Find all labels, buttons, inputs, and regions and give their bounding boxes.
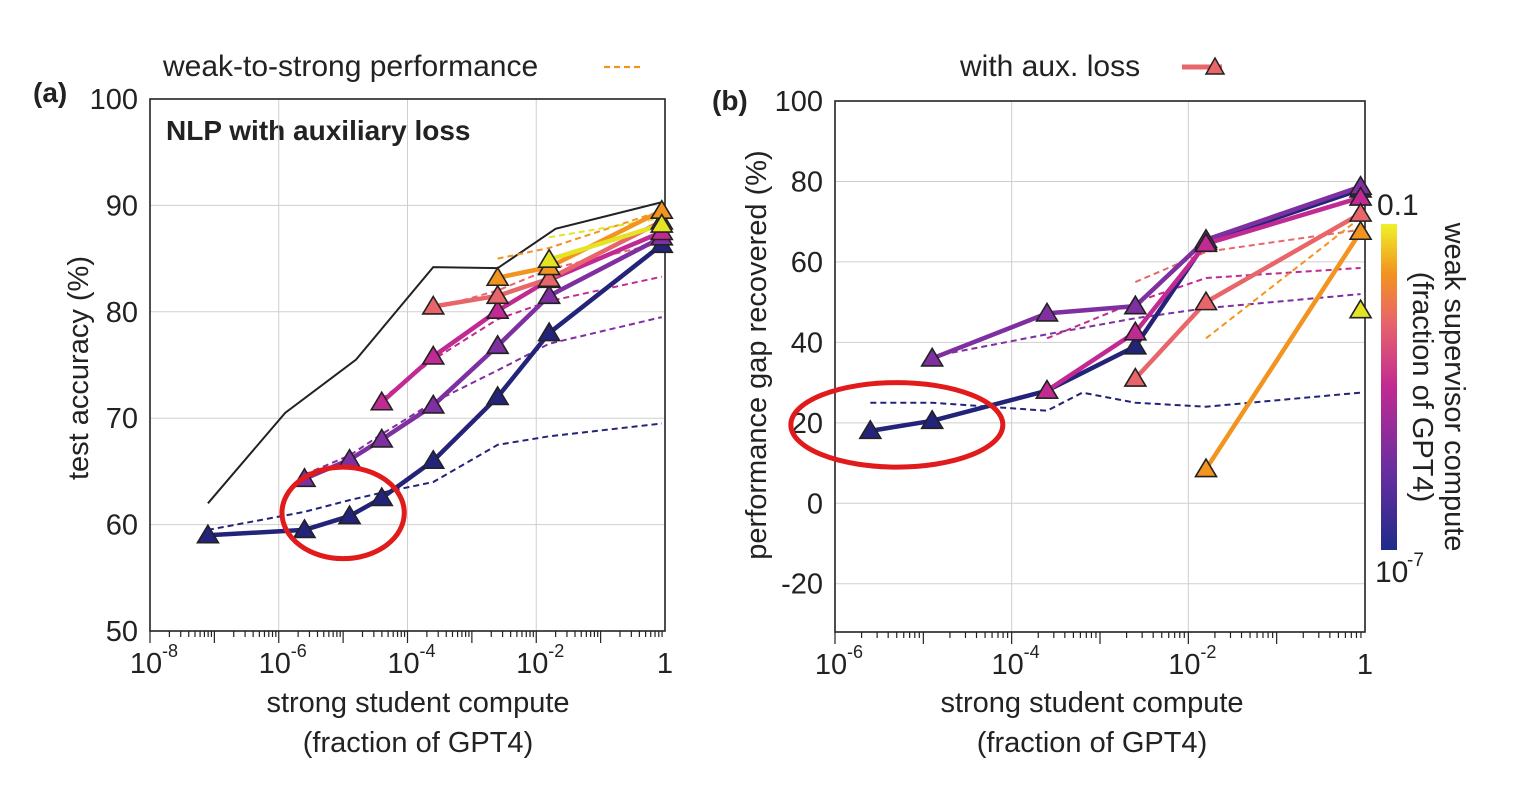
colorbar-label-line2: (fraction of GPT4)	[1406, 272, 1438, 502]
panel-a-series-3-line	[432, 219, 663, 309]
panel-b-series-2-line	[1045, 195, 1362, 393]
panel-a-series-0-marker	[337, 504, 362, 525]
panel-a-series-0-marker	[196, 523, 220, 544]
panel-b-xtick-exp-0: -6	[847, 642, 863, 662]
panel-b-xtick-exp-2: -2	[1200, 642, 1216, 662]
panel-a-series-0-marker	[537, 321, 562, 342]
legend-weak-label: weak-to-strong performance	[162, 50, 538, 83]
panel-a-series-0-marker	[292, 518, 317, 539]
panel-b-series-0-marker	[858, 419, 883, 440]
panel-a-xtick-exp-0: -8	[162, 641, 178, 661]
colorbar-bottom-base: 10	[1375, 556, 1408, 589]
panel-a-xlabel-line2: (fraction of GPT4)	[303, 727, 533, 759]
panel-b-ylabel: performance gap recovered (%)	[741, 150, 773, 559]
colorbar	[1381, 224, 1397, 550]
panel-a-series-1-marker	[369, 427, 394, 448]
panel-a-xtick-base-4: 1	[657, 648, 673, 680]
panel-a-series-4-dashed	[497, 209, 663, 260]
panel-b-series-4-line	[1204, 230, 1363, 471]
panel-a-series-0-line	[207, 242, 664, 538]
panel-b-series-1-marker	[920, 346, 945, 367]
panel-b-series-3-marker	[1194, 290, 1218, 311]
colorbar-label-line1: weak supervisor compute	[1438, 222, 1470, 552]
panel-a-series-5-marker	[649, 212, 674, 233]
panel-a-xtick-exp-3: -2	[548, 641, 564, 661]
panel-a-ylabel: test accuracy (%)	[63, 256, 95, 480]
panel-b-xlabel-line2: (fraction of GPT4)	[977, 727, 1207, 759]
panel-a-series-4-marker	[485, 266, 510, 287]
panel-b-series-0-dashed	[870, 391, 1361, 412]
panel-a-series-0-marker	[421, 449, 446, 470]
panel-b-xtick-base-2: 10	[1168, 649, 1200, 681]
panel-b-series-0-marker	[920, 409, 945, 430]
panel-b-series-2-marker	[1123, 320, 1148, 341]
panel-a-ytick-label-5: 100	[90, 84, 138, 116]
panel-a-series-5-marker	[537, 248, 562, 268]
colorbar-top-label: 0.1	[1377, 189, 1419, 222]
panel-b-ytick-label-5: 80	[791, 166, 823, 198]
panel-a-ytick-label-3: 80	[106, 297, 138, 329]
panel-b-ytick-label-4: 60	[791, 247, 823, 279]
panel-b-series-3-dashed	[1134, 228, 1361, 283]
panel-b-label: (b)	[712, 85, 748, 116]
panel-b-series-1-marker	[1035, 301, 1059, 322]
panel-b-xtick-base-3: 1	[1357, 649, 1373, 681]
panel-a-xtick-base-0: 10	[130, 648, 162, 680]
panel-a-series-1-marker	[537, 284, 562, 305]
panel-a-ytick-label-2: 70	[106, 403, 138, 435]
panel-a-xtick-exp-2: -4	[420, 641, 436, 661]
panel-b-series-2-marker	[1035, 379, 1059, 399]
panel-b-highlight-ellipse	[788, 380, 1006, 470]
panel-a-series-3-marker	[537, 267, 562, 288]
panel-a-series-1-marker	[485, 334, 510, 355]
panel-a-ytick-label-0: 50	[106, 616, 138, 648]
panel-b-xlabel-line1: strong student compute	[940, 687, 1243, 719]
panel-b-series-1-marker	[1123, 294, 1148, 315]
legend-aux-marker	[1204, 56, 1226, 75]
panel-a-series-1-dashed	[304, 316, 663, 476]
panel-b-series-2-marker	[1194, 232, 1218, 253]
panel-a-ytick-label-1: 60	[106, 510, 138, 542]
panel-a-label: (a)	[33, 77, 67, 108]
panel-a-series-2-marker	[369, 390, 394, 411]
panel-a-series-3-marker	[485, 284, 510, 305]
panel-a-xlabel-line1: strong student compute	[266, 687, 569, 719]
panel-a-highlight-ellipse	[279, 464, 407, 562]
panel-a-xtick-exp-1: -6	[291, 641, 307, 661]
panel-b-series-4-marker	[1194, 457, 1218, 478]
panel-b-xtick-exp-1: -4	[1024, 642, 1040, 662]
panel-b-series-3-marker	[1123, 367, 1148, 387]
panel-a-title: NLP with auxiliary loss	[166, 115, 470, 146]
panel-a-series-2-marker	[421, 344, 446, 365]
panel-a-series-3-marker	[421, 294, 446, 315]
panel-b-xtick-base-1: 10	[992, 649, 1024, 681]
panel-b-ytick-label-6: 100	[775, 86, 823, 118]
panel-b-series-1-dashed	[931, 293, 1361, 358]
panel-a-series-0-dashed	[207, 422, 662, 531]
panel-b-series-4-marker	[1348, 220, 1373, 241]
panel-b-series-4-dashed	[1205, 216, 1362, 340]
colorbar-bottom-exp: -7	[1407, 550, 1424, 571]
panel-b-series-0-marker	[1123, 334, 1148, 355]
panel-a-series-0-marker	[485, 385, 510, 406]
legend-aux-label: with aux. loss	[959, 50, 1140, 83]
panel-a-series-0-marker	[369, 486, 394, 507]
panel-b-ytick-label-3: 40	[791, 327, 823, 359]
panel-b-ytick-label-1: 0	[807, 488, 823, 520]
panel-a-series-1-marker	[421, 393, 446, 414]
panel-a-series-2-marker	[485, 299, 510, 320]
panel-a-strong-ceiling-line	[207, 201, 663, 504]
panel-b-series-3-marker	[1348, 202, 1373, 222]
panel-a-series-5-line	[548, 222, 663, 262]
panel-a-xtick-base-2: 10	[387, 648, 419, 680]
panel-b-series-5-marker	[1348, 298, 1373, 319]
panel-b-ytick-label-0: -20	[781, 569, 823, 601]
panel-a-xtick-base-3: 10	[516, 648, 548, 680]
panel-b-xtick-base-0: 10	[815, 649, 847, 681]
panel-a-xtick-base-1: 10	[259, 648, 291, 680]
panel-a-ytick-label-4: 90	[106, 190, 138, 222]
